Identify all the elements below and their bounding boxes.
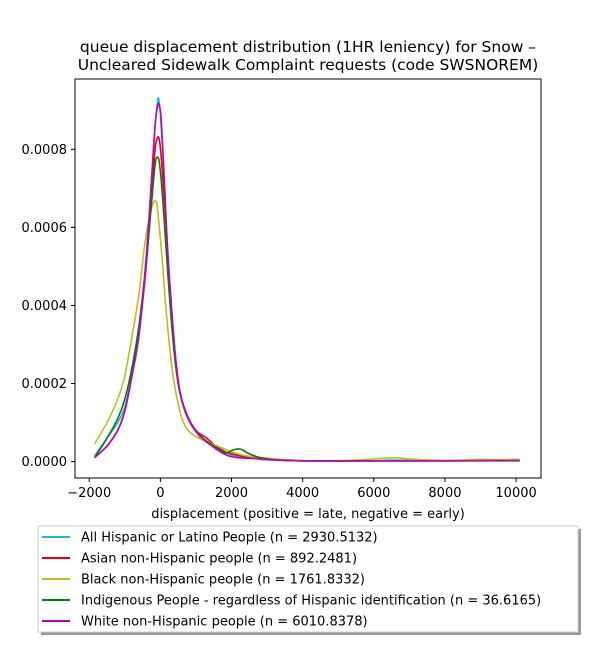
y-tick-label: 0.0006: [22, 221, 68, 236]
y-tick-label: 0.0000: [22, 455, 68, 470]
series-line-1: [93, 96, 520, 463]
series-line-2: [94, 136, 520, 462]
x-tick-label: 8000: [428, 486, 461, 501]
x-tick-label: 2000: [215, 486, 248, 501]
y-tick-label: 0.0004: [22, 299, 68, 314]
legend-box: [37, 525, 579, 633]
legend: All Hispanic or Latino People (n = 2930.…: [37, 525, 581, 635]
x-tick-label: 4000: [286, 486, 319, 501]
plot-frame: [74, 78, 542, 479]
x-tick-label: 10000: [495, 486, 536, 501]
y-tick-label: 0.0002: [22, 377, 68, 392]
series-line-5: [94, 102, 520, 462]
chart-title-line-2: Uncleared Sidewalk Complaint requests (c…: [78, 56, 539, 74]
x-tick-label: −2000: [67, 486, 111, 501]
plot-area: [93, 96, 520, 463]
series-line-4: [93, 156, 520, 462]
legend-label: Indigenous People - regardless of Hispan…: [81, 594, 541, 609]
x-axis: −2000 0 2000 4000 6000 8000 10000: [67, 478, 537, 501]
chart-title-line-1: queue displacement distribution (1HR len…: [80, 38, 536, 56]
y-axis: 0.0000 0.0002 0.0004 0.0006 0.0008: [22, 143, 75, 470]
x-tick-label: 0: [156, 486, 164, 501]
x-axis-label: displacement (positive = late, negative …: [151, 507, 465, 522]
series-line-3: [93, 199, 520, 462]
y-tick-label: 0.0008: [22, 143, 68, 158]
legend-label: All Hispanic or Latino People (n = 2930.…: [81, 531, 378, 546]
x-tick-label: 6000: [357, 486, 390, 501]
legend-label: Black non-Hispanic people (n = 1761.8332…: [81, 573, 365, 588]
legend-label: Asian non-Hispanic people (n = 892.2481): [81, 552, 357, 567]
legend-label: White non-Hispanic people (n = 6010.8378…: [81, 615, 368, 630]
